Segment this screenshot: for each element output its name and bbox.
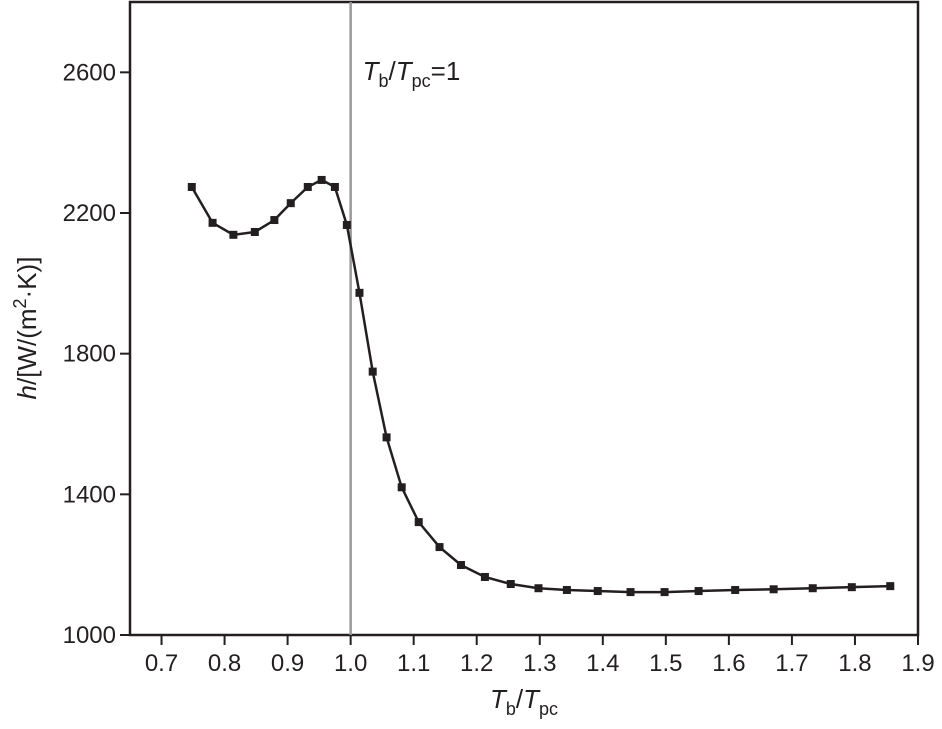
x-tick-label: 1.1 [397, 650, 430, 677]
x-axis-label: Tb/Tpc [490, 684, 558, 719]
plot-frame [128, 0, 920, 637]
x-tick-label: 1.3 [523, 650, 556, 677]
y-tick-label: 2200 [63, 200, 116, 227]
label-part: ·K)] [12, 257, 42, 299]
data-point [562, 585, 571, 594]
x-tick-label: 1.8 [838, 650, 871, 677]
y-tick-label: 1000 [63, 622, 116, 649]
label-part: =1 [431, 56, 461, 86]
data-point [382, 433, 391, 442]
data-point [506, 580, 515, 589]
annotation: Tb/Tpc=1 [363, 56, 461, 91]
data-point [303, 182, 312, 191]
x-tick-label: 1.7 [775, 650, 808, 677]
y-tick-label: 1800 [63, 341, 116, 368]
label-part: b [506, 699, 516, 719]
data-point [317, 175, 326, 184]
x-tick-label: 1.5 [649, 650, 682, 677]
data-point [229, 230, 238, 239]
data-point [626, 588, 635, 597]
data-point [397, 483, 406, 492]
x-tick-label: 0.9 [271, 650, 304, 677]
label-part: / [516, 684, 524, 714]
data-point [731, 585, 740, 594]
data-point [208, 218, 217, 227]
label-part: T [490, 684, 508, 714]
data-point [355, 288, 364, 297]
label-part: /[W/(m [12, 308, 42, 385]
data-point [886, 582, 895, 591]
x-tick-label: 1.4 [586, 650, 619, 677]
label-part: T [396, 56, 414, 86]
x-tick-label: 1.9 [901, 650, 934, 677]
x-tick-label: 0.8 [208, 650, 241, 677]
data-point [286, 199, 295, 208]
data-point [368, 367, 377, 376]
data-point [456, 561, 465, 570]
data-point [435, 543, 444, 552]
data-point [694, 587, 703, 596]
label-part: T [363, 56, 381, 86]
data-point [808, 584, 817, 593]
label-part: pc [539, 699, 558, 719]
data-line [190, 178, 891, 594]
x-tick-label: 1.6 [712, 650, 745, 677]
data-point [187, 182, 196, 191]
label-part: h [12, 385, 42, 399]
label-part: 2 [10, 298, 30, 308]
label-part: pc [412, 71, 431, 91]
x-tick-label: 1.2 [460, 650, 493, 677]
data-point [660, 588, 669, 597]
y-tick-label: 2600 [63, 59, 116, 86]
data-point [414, 518, 423, 527]
data-point [270, 216, 279, 225]
data-point [769, 585, 778, 594]
data-point [847, 583, 856, 592]
x-tick-label: 0.7 [145, 650, 178, 677]
data-point [342, 220, 351, 229]
data-point [480, 572, 489, 581]
data-point [593, 587, 602, 596]
y-axis-label: h/[W/(m2·K)] [10, 257, 42, 400]
data-point [534, 584, 543, 593]
label-part: b [379, 71, 389, 91]
y-tick-label: 1400 [63, 481, 116, 508]
label-part: / [389, 56, 397, 86]
data-point [250, 227, 259, 236]
data-point [330, 182, 339, 191]
x-tick-label: 1.0 [334, 650, 367, 677]
label-part: T [523, 684, 541, 714]
